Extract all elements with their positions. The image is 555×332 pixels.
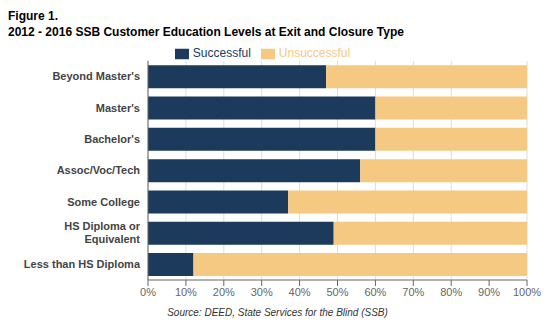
html-text:Unsuccessful: Unsuccessful bbox=[278, 46, 351, 60]
svg-text:Master's: Master's bbox=[96, 102, 140, 114]
svg-text:Less than HS Diploma: Less than HS Diploma bbox=[24, 258, 141, 270]
html-text:Source: DEED, State Services f: Source: DEED, State Services for the Bli… bbox=[167, 307, 388, 318]
html-text:Successful: Successful bbox=[192, 46, 251, 60]
svg-text:Assoc/Voc/Tech: Assoc/Voc/Tech bbox=[57, 164, 141, 176]
html-text:Figure 1.: Figure 1. bbox=[8, 9, 58, 23]
svg-text:20%: 20% bbox=[213, 286, 235, 298]
svg-text:HS Diploma orEquivalent: HS Diploma orEquivalent bbox=[64, 220, 141, 245]
svg-text:50%: 50% bbox=[326, 286, 348, 298]
svg-text:10%: 10% bbox=[175, 286, 197, 298]
svg-text:60%: 60% bbox=[364, 286, 386, 298]
svg-text:40%: 40% bbox=[289, 286, 311, 298]
svg-text:Some College: Some College bbox=[67, 196, 140, 208]
svg-text:Bachelor's: Bachelor's bbox=[84, 133, 140, 145]
svg-text:100%: 100% bbox=[513, 286, 541, 298]
svg-text:0%: 0% bbox=[140, 286, 156, 298]
svg-text:90%: 90% bbox=[478, 286, 500, 298]
html-text:2012 - 2016 SSB Customer Educa: 2012 - 2016 SSB Customer Education Level… bbox=[8, 25, 404, 39]
svg-text:80%: 80% bbox=[440, 286, 462, 298]
svg-text:70%: 70% bbox=[402, 286, 424, 298]
svg-text:30%: 30% bbox=[251, 286, 273, 298]
svg-text:Beyond Master's: Beyond Master's bbox=[52, 70, 140, 82]
